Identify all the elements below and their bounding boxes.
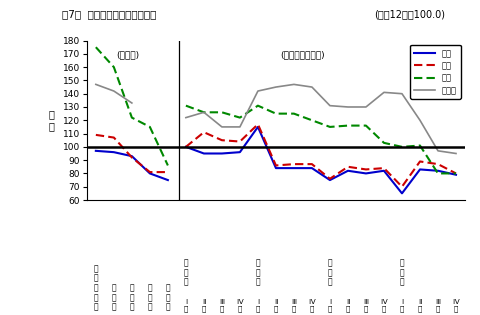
Text: Ⅱ
期: Ⅱ 期 — [202, 299, 206, 312]
Text: 十
七
年: 十 七 年 — [400, 258, 404, 287]
Text: Ⅲ
期: Ⅲ 期 — [435, 299, 441, 312]
Text: 十
五
年: 十 五 年 — [256, 258, 260, 287]
Y-axis label: 指
数: 指 数 — [48, 110, 54, 131]
Text: Ⅰ
期: Ⅰ 期 — [328, 299, 332, 312]
Text: Ⅲ
期: Ⅲ 期 — [219, 299, 224, 312]
Text: Ⅰ
期: Ⅰ 期 — [256, 299, 260, 312]
Text: Ⅳ
期: Ⅳ 期 — [309, 299, 315, 312]
Text: 十
六
年: 十 六 年 — [147, 284, 152, 312]
Legend: 生産, 出荷, 在庫, 在庫率: 生産, 出荷, 在庫, 在庫率 — [410, 45, 461, 99]
Text: 平
成
十
三
年: 平 成 十 三 年 — [94, 264, 98, 312]
Text: Ⅱ
期: Ⅱ 期 — [346, 299, 350, 312]
Text: Ⅲ
期: Ⅲ 期 — [363, 299, 369, 312]
Text: 十
七
年: 十 七 年 — [166, 284, 170, 312]
Text: 十
四
年: 十 四 年 — [111, 284, 116, 312]
Text: Ⅱ
期: Ⅱ 期 — [274, 299, 278, 312]
Text: Ⅲ
期: Ⅲ 期 — [291, 299, 297, 312]
Text: Ⅳ
期: Ⅳ 期 — [237, 299, 243, 312]
Text: Ⅰ
期: Ⅰ 期 — [400, 299, 404, 312]
Text: 第7図  金属製品工業指数の推移: 第7図 金属製品工業指数の推移 — [62, 9, 157, 20]
Text: (季節調整済指数): (季節調整済指数) — [281, 50, 325, 59]
Text: (原指数): (原指数) — [117, 50, 140, 59]
Text: 十
五
年: 十 五 年 — [130, 284, 134, 312]
Text: (平成12年＝100.0): (平成12年＝100.0) — [374, 9, 445, 20]
Text: 十
四
年: 十 四 年 — [183, 258, 188, 287]
Text: Ⅰ
期: Ⅰ 期 — [184, 299, 188, 312]
Text: Ⅱ
期: Ⅱ 期 — [418, 299, 422, 312]
Text: Ⅳ
期: Ⅳ 期 — [453, 299, 459, 312]
Text: Ⅳ
期: Ⅳ 期 — [381, 299, 387, 312]
Text: 十
六
年: 十 六 年 — [328, 258, 332, 287]
